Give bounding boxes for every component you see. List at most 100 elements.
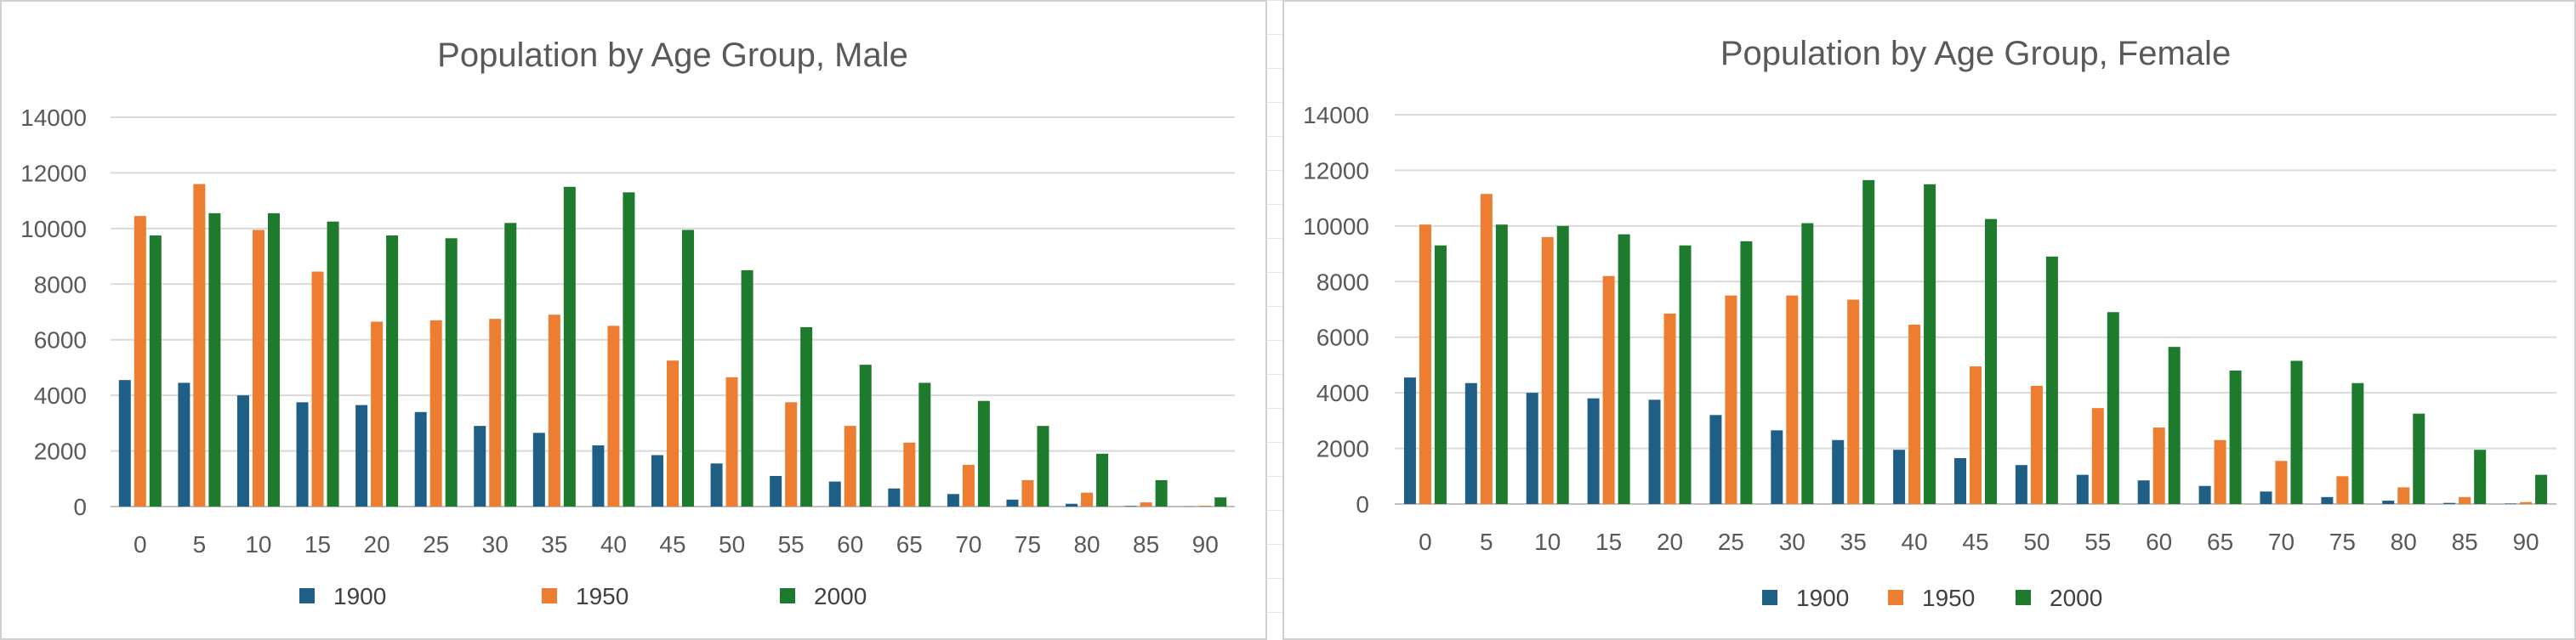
bar-1950 — [1081, 492, 1094, 507]
bar-1900 — [2321, 496, 2334, 504]
legend-swatch-2000 — [780, 588, 795, 603]
bar-2000 — [1434, 245, 1447, 504]
x-tick-label: 10 — [245, 531, 271, 558]
y-tick-label: 8000 — [34, 271, 87, 297]
bar-1950 — [2152, 428, 2165, 504]
bar-1900 — [1648, 399, 1661, 504]
x-tick-label: 30 — [482, 531, 509, 558]
x-tick-label: 65 — [2207, 529, 2233, 555]
x-tick-label: 50 — [719, 531, 745, 558]
bar-1900 — [2198, 485, 2211, 504]
y-tick-label: 12000 — [1303, 157, 1369, 184]
bar-1900 — [2076, 474, 2089, 504]
bar-2000 — [327, 221, 339, 507]
legend-label-2000: 2000 — [814, 583, 867, 609]
y-tick-label: 6000 — [34, 327, 87, 354]
x-tick-label: 35 — [541, 531, 567, 558]
bar-2000 — [445, 238, 458, 507]
bar-2000 — [1985, 218, 1997, 504]
chart-title: Population by Age Group, Male — [437, 37, 908, 74]
chart-panel-female[interactable]: Population by Age Group, Female 0 2000 400… — [1282, 0, 2576, 640]
x-tick-label: 25 — [423, 531, 449, 558]
bar-1900 — [1006, 499, 1019, 507]
x-tick-label: 50 — [2023, 529, 2050, 555]
legend-swatch-1950 — [1888, 590, 1903, 605]
bar-2000 — [2168, 347, 2181, 504]
y-tick-label: 6000 — [1316, 325, 1369, 351]
bar-2000 — [1618, 234, 1630, 504]
bar-1900 — [1587, 398, 1600, 504]
x-tick-label: 85 — [2452, 529, 2478, 555]
bar-2000 — [504, 223, 517, 507]
x-tick-label: 25 — [1718, 529, 1744, 555]
bar-1900 — [1526, 393, 1538, 504]
x-tick-label: 10 — [1534, 529, 1561, 555]
y-tick-label: 4000 — [34, 382, 87, 409]
bar-1950 — [2520, 501, 2533, 504]
bar-1900 — [828, 481, 841, 507]
bar-2000 — [2290, 360, 2303, 504]
bar-1950 — [429, 320, 442, 507]
bar-1950 — [1480, 194, 1493, 504]
bar-1950 — [2275, 461, 2288, 504]
bar-1950 — [1602, 275, 1615, 504]
x-tick-label: 60 — [2146, 529, 2172, 555]
bar-1900 — [178, 382, 190, 507]
y-tick-label: 14000 — [1303, 102, 1369, 128]
bar-2000 — [1096, 453, 1109, 507]
x-tick-label: 0 — [134, 531, 147, 558]
bar-1900 — [770, 476, 782, 507]
bar-1900 — [651, 455, 663, 507]
bar-2000 — [1924, 184, 1936, 505]
bar-1900 — [355, 405, 368, 507]
bar-1900 — [236, 395, 249, 507]
bar-1950 — [1847, 299, 1860, 504]
legend-label-1900: 1900 — [1796, 585, 1849, 611]
bar-1950 — [311, 271, 324, 507]
bar-1950 — [489, 319, 502, 507]
x-tick-label: 45 — [659, 531, 685, 558]
y-tick-label: 8000 — [1316, 269, 1369, 295]
bar-1950 — [2030, 385, 2043, 504]
x-tick-label: 85 — [1133, 531, 1159, 558]
bar-1950 — [785, 402, 798, 507]
y-tick-label: 10000 — [1303, 213, 1369, 240]
x-tick-label: 60 — [837, 531, 863, 558]
bar-1900 — [888, 488, 901, 507]
chart-panel-male[interactable]: Population by Age Group, Male 0 2000 4000 6… — [0, 0, 1267, 640]
bar-1900 — [2260, 491, 2272, 504]
bar-2000 — [1155, 479, 1168, 507]
x-tick-label: 5 — [193, 531, 207, 558]
x-tick-label: 40 — [1902, 529, 1928, 555]
bar-2000 — [149, 235, 162, 507]
bar-1950 — [1419, 224, 1431, 504]
bar-1950 — [607, 326, 620, 507]
bar-1950 — [193, 184, 206, 507]
bar-1900 — [1771, 430, 1783, 504]
bar-2000 — [1740, 241, 1753, 504]
bar-2000 — [1495, 224, 1508, 504]
bar-2000 — [1679, 245, 1692, 504]
bar-2000 — [859, 365, 872, 507]
bar-2000 — [1214, 497, 1227, 507]
legend-swatch-1950 — [542, 588, 557, 603]
x-tick-label: 5 — [1480, 529, 1493, 555]
x-tick-label: 55 — [778, 531, 805, 558]
bar-1950 — [1786, 295, 1799, 504]
bar-2000 — [1037, 426, 1049, 507]
y-tick-label: 10000 — [20, 216, 87, 242]
x-tick-label: 70 — [955, 531, 981, 558]
bar-2000 — [1801, 223, 1814, 504]
bar-1950 — [1140, 502, 1152, 507]
bar-1950 — [1908, 324, 1921, 504]
bar-2000 — [623, 192, 635, 507]
bar-1900 — [296, 402, 309, 507]
bar-1900 — [1832, 439, 1845, 504]
bar-1900 — [710, 463, 723, 507]
y-tick-label: 4000 — [1316, 380, 1369, 406]
bar-2000 — [977, 400, 990, 507]
bar-1900 — [118, 380, 131, 507]
bar-1950 — [2459, 496, 2471, 504]
x-tick-label: 40 — [600, 531, 627, 558]
bar-1900 — [2137, 480, 2150, 504]
